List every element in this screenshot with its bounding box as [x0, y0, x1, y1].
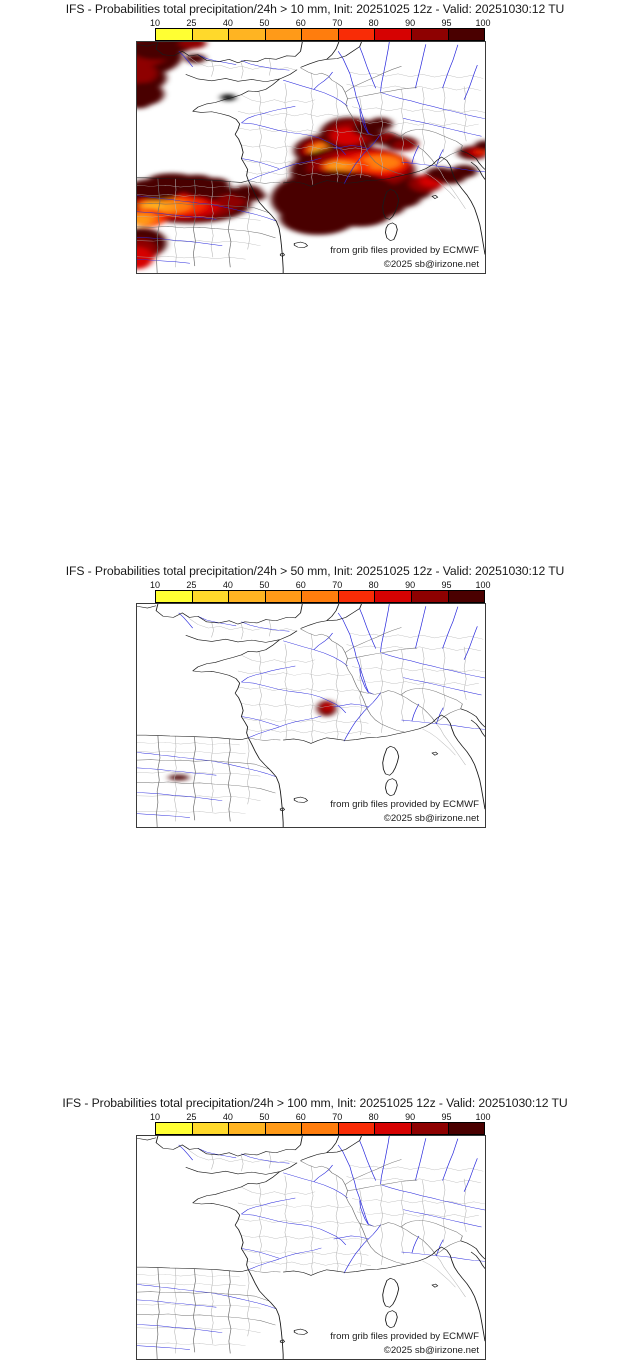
panel-title: IFS - Probabilities total precipitation/… [65, 2, 565, 16]
colorbar-tick: 100 [475, 18, 491, 28]
map-frame[interactable]: from grib files provided by ECMWF ©2025 s… [136, 41, 486, 274]
colorbar-segment [375, 1123, 412, 1134]
colorbar-segment [156, 591, 193, 602]
colorbar-tick: 80 [368, 18, 379, 28]
panel-title: IFS - Probabilities total precipitation/… [65, 564, 565, 578]
colorbar-segment [375, 591, 412, 602]
colorbar-segment [375, 29, 412, 40]
colorbar-segment [156, 1123, 193, 1134]
panel-title: IFS - Probabilities total precipitation/… [62, 1096, 568, 1110]
colorbar-tick: 40 [222, 580, 233, 590]
colorbar-tick: 10 [149, 18, 161, 28]
colorbar-strip-wrap [155, 1122, 485, 1135]
colorbar-tick: 25 [186, 580, 197, 590]
colorbar-strip [155, 1122, 485, 1135]
colorbar-tick: 60 [295, 1112, 306, 1122]
forecast-panel: IFS - Probabilities total precipitation/… [0, 547, 630, 1360]
colorbar-tick: 95 [441, 580, 452, 590]
colorbar-tick: 10 [149, 1112, 161, 1122]
colorbar-tick: 50 [259, 18, 270, 28]
colorbar-tick: 90 [405, 18, 416, 28]
colorbar-segment [192, 1123, 230, 1134]
colorbar-segment [229, 1123, 266, 1134]
colorbar-segment [411, 591, 449, 602]
credit-source: from grib files provided by ECMWF [330, 799, 479, 810]
colorbar-tick: 60 [295, 18, 306, 28]
credit-copyright: ©2025 sb@irizone.net [383, 1345, 479, 1356]
colorbar-segment [448, 29, 485, 40]
colorbar-tick: 80 [368, 1112, 379, 1122]
colorbar: 10 25 40 50 60 70 80 90 95 100 [150, 18, 491, 29]
colorbar-segment [338, 29, 376, 40]
colorbar-segment [265, 29, 303, 40]
forecast-panel: IFS - Probabilities total precipitation/… [0, 0, 630, 281]
forecast-panel: IFS - Probabilities total precipitation/… [0, 281, 630, 828]
colorbar-tick: 100 [475, 1112, 491, 1122]
map-frame[interactable]: from grib files provided by ECMWF ©2025 s… [136, 1135, 486, 1360]
colorbar-tick-labels: 10 25 40 50 60 70 80 90 95 100 [150, 18, 491, 29]
colorbar-segment [448, 591, 485, 602]
credit-copyright: ©2025 sb@irizone.net [383, 259, 479, 270]
colorbar-tick: 50 [259, 1112, 270, 1122]
colorbar-segment [192, 591, 230, 602]
colorbar-tick-labels: 10 25 40 50 60 70 80 90 95 100 [150, 580, 491, 591]
colorbar-strip [155, 28, 485, 41]
colorbar-segment [302, 591, 339, 602]
colorbar-tick: 10 [149, 580, 161, 590]
colorbar-segment [265, 1123, 303, 1134]
colorbar-tick: 70 [332, 18, 343, 28]
colorbar-segment [229, 29, 266, 40]
colorbar-tick: 90 [405, 580, 416, 590]
colorbar-strip [155, 590, 485, 603]
colorbar-segment [265, 591, 303, 602]
colorbar-segment [229, 591, 266, 602]
credit-source: from grib files provided by ECMWF [330, 245, 479, 256]
colorbar-tick: 95 [441, 18, 452, 28]
map-frame[interactable]: from grib files provided by ECMWF ©2025 s… [136, 603, 486, 828]
colorbar-segment [338, 591, 376, 602]
colorbar-tick: 90 [405, 1112, 416, 1122]
colorbar-tick: 95 [441, 1112, 452, 1122]
colorbar-segment [448, 1123, 485, 1134]
credit-source: from grib files provided by ECMWF [330, 1331, 479, 1342]
colorbar-segment [411, 1123, 449, 1134]
colorbar-segment [338, 1123, 376, 1134]
colorbar-tick: 70 [332, 1112, 343, 1122]
colorbar-segment [156, 29, 193, 40]
colorbar-tick: 80 [368, 580, 379, 590]
colorbar-segment [192, 29, 230, 40]
colorbar-tick: 100 [475, 580, 491, 590]
colorbar-segment [302, 1123, 339, 1134]
colorbar-tick: 60 [295, 580, 306, 590]
colorbar-tick: 25 [186, 18, 197, 28]
credit-copyright: ©2025 sb@irizone.net [383, 813, 479, 824]
colorbar: 10 25 40 50 60 70 80 90 95 100 [150, 580, 491, 591]
colorbar-segment [302, 29, 339, 40]
colorbar-strip-wrap [155, 28, 485, 41]
colorbar-tick: 40 [222, 1112, 233, 1122]
colorbar-tick: 70 [332, 580, 343, 590]
colorbar-tick: 40 [222, 18, 233, 28]
colorbar-tick: 50 [259, 580, 270, 590]
colorbar-strip-wrap [155, 590, 485, 603]
colorbar-segment [411, 29, 449, 40]
colorbar-tick: 25 [186, 1112, 197, 1122]
